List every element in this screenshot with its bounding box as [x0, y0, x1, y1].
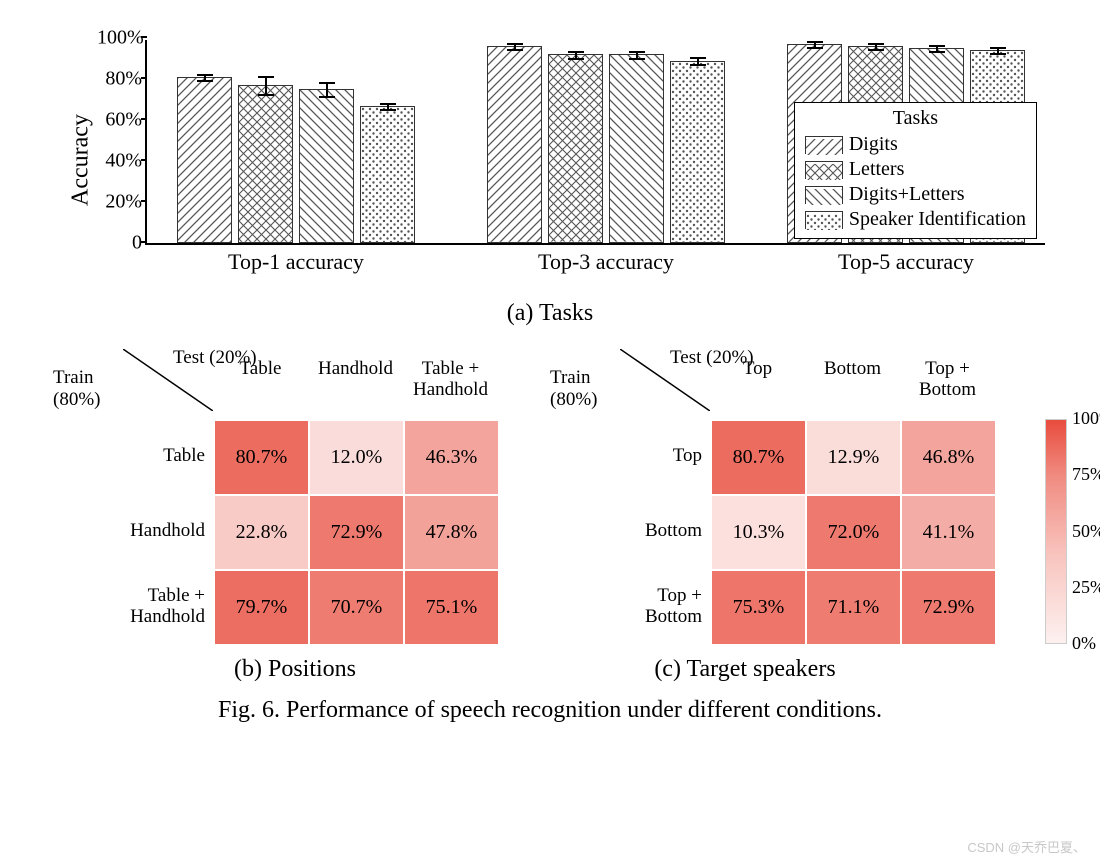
bar [487, 46, 542, 243]
hm-cell: 72.9% [901, 570, 996, 645]
y-tick: 80% [97, 68, 142, 91]
figure: Accuracy Tasks DigitsLettersDigits+Lette… [20, 30, 1080, 724]
figure-caption: Fig. 6. Performance of speech recognitio… [20, 697, 1080, 724]
hm-cell: 75.3% [711, 570, 806, 645]
hm-train-label: Train(80%) [550, 367, 597, 411]
bar [299, 89, 354, 243]
legend-label: Digits+Letters [849, 182, 965, 207]
colorbar-tick: 25% [1072, 577, 1100, 598]
hm-cell: 12.9% [806, 420, 901, 495]
hm-cell: 41.1% [901, 495, 996, 570]
hm-row-header: Top +Bottom [620, 569, 710, 644]
hm-cell: 12.0% [309, 420, 404, 495]
hm-cell: 22.8% [214, 495, 309, 570]
bar [670, 61, 725, 243]
y-tick: 60% [97, 109, 142, 132]
legend-item: Speaker Identification [805, 207, 1026, 232]
hm-grid: 80.7%12.0%46.3% 22.8%72.9%47.8% 79.7%70.7%… [213, 419, 500, 646]
hm-cell: 47.8% [404, 495, 499, 570]
bar-group: Top-3 accuracy [487, 46, 725, 243]
bar [609, 54, 664, 243]
hm-cell: 71.1% [806, 570, 901, 645]
hm-cell: 10.3% [711, 495, 806, 570]
bar-chart-a: Accuracy Tasks DigitsLettersDigits+Lette… [90, 30, 1050, 290]
hm-col-header: Top [710, 359, 805, 401]
hm-cell: 46.3% [404, 420, 499, 495]
hm-row-header: Table [123, 419, 213, 494]
hm-train-label: Train(80%) [53, 367, 100, 411]
legend-title: Tasks [805, 107, 1026, 130]
colorbar-tick: 0% [1072, 633, 1096, 654]
hm-cell: 70.7% [309, 570, 404, 645]
hm-cell: 80.7% [711, 420, 806, 495]
legend-item: Digits+Letters [805, 182, 1026, 207]
y-tick: 100% [97, 27, 142, 50]
hm-col-header: Handhold [308, 359, 403, 401]
x-group-label: Top-5 accuracy [838, 249, 974, 275]
heatmap-row: Test (20%)Train(80%)TableHandholdTable +… [20, 349, 1080, 646]
colorbar-tick: 75% [1072, 464, 1100, 485]
hm-col-header: Table [213, 359, 308, 401]
legend-item: Letters [805, 157, 1026, 182]
hm-cell: 72.9% [309, 495, 404, 570]
hm-grid: 80.7%12.9%46.8% 10.3%72.0%41.1% 75.3%71.1%… [710, 419, 997, 646]
legend: Tasks DigitsLettersDigits+LettersSpeaker… [794, 102, 1037, 239]
hm-col-header: Bottom [805, 359, 900, 401]
hm-cell: 79.7% [214, 570, 309, 645]
heatmap-c: Test (20%)Train(80%)TopBottomTop +Bottom… [530, 349, 997, 646]
bar [177, 77, 232, 243]
bar [238, 85, 293, 243]
hm-row-header: Table +Handhold [123, 569, 213, 644]
x-group-label: Top-1 accuracy [228, 249, 364, 275]
hm-col-header: Table +Handhold [403, 359, 498, 401]
hm-cell: 46.8% [901, 420, 996, 495]
legend-label: Letters [849, 157, 905, 182]
colorbar: 0%25%50%75%100% [1045, 419, 1067, 644]
subcaption-c: (c) Target speakers [535, 656, 955, 683]
bar [360, 106, 415, 243]
hm-row-header: Handhold [123, 494, 213, 569]
legend-item: Digits [805, 132, 1026, 157]
bar [548, 54, 603, 243]
y-tick: 20% [97, 191, 142, 214]
y-axis-label: Accuracy [67, 114, 94, 206]
colorbar-tick: 50% [1072, 521, 1100, 542]
subcaption-a: (a) Tasks [20, 300, 1080, 327]
hm-col-header: Top +Bottom [900, 359, 995, 401]
x-group-label: Top-3 accuracy [538, 249, 674, 275]
hm-cell: 72.0% [806, 495, 901, 570]
watermark: CSDN @天乔巴夏、 [967, 837, 1086, 856]
legend-label: Digits [849, 132, 898, 157]
hm-row-header: Bottom [620, 494, 710, 569]
y-tick: 0 [97, 232, 142, 255]
hm-cell: 75.1% [404, 570, 499, 645]
heatmap-b: Test (20%)Train(80%)TableHandholdTable +… [33, 349, 500, 646]
y-tick: 40% [97, 150, 142, 173]
plot-area: Tasks DigitsLettersDigits+LettersSpeaker… [145, 40, 1045, 245]
colorbar-tick: 100% [1072, 408, 1100, 429]
legend-label: Speaker Identification [849, 207, 1026, 232]
bar-group: Top-1 accuracy [177, 77, 415, 243]
subcaption-b: (b) Positions [85, 656, 505, 683]
hm-row-header: Top [620, 419, 710, 494]
hm-cell: 80.7% [214, 420, 309, 495]
